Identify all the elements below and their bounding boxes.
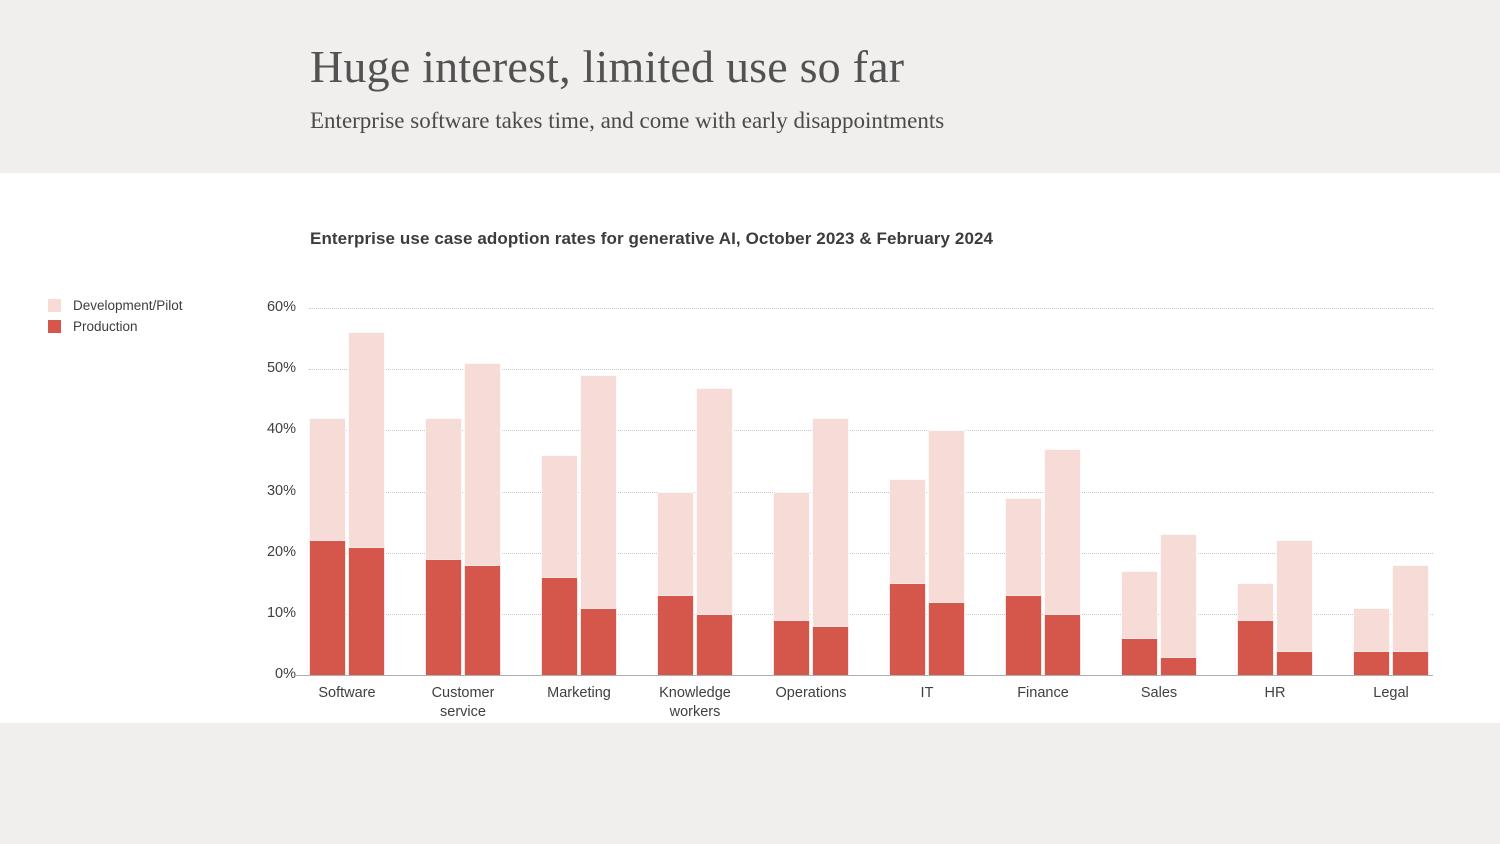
category-label-sales: Sales: [1140, 685, 1178, 701]
legend-swatch-production: [48, 320, 61, 333]
gridline-20: [309, 552, 1433, 554]
gridline-30: [309, 491, 1433, 493]
category-label-hr: HR: [1264, 685, 1286, 701]
segment-production: [425, 558, 462, 675]
segment-production: [309, 540, 346, 675]
legend-item-development-pilot: Development/Pilot: [48, 298, 183, 313]
category-label-it: IT: [920, 685, 934, 701]
category-label-operations: Operations: [775, 685, 847, 701]
footer-band: Source: Bain Benedict Evans –– July 2024…: [0, 723, 1500, 844]
slide-title: Huge interest, limited use so far: [310, 41, 905, 92]
legend-swatch-development-pilot: [48, 299, 61, 312]
category-label-customer-service: Customer service: [431, 685, 495, 720]
category-label-legal: Legal: [1373, 685, 1409, 701]
segment-production: [580, 607, 617, 675]
chart-legend: Development/Pilot Production: [48, 298, 183, 340]
gridline-40: [309, 430, 1433, 432]
bar-chart-plot-area: [296, 308, 1433, 676]
segment-production: [348, 546, 385, 675]
y-axis-tick-label: 60%: [266, 299, 296, 315]
segment-production: [1353, 650, 1390, 675]
segment-development-pilot: [1160, 534, 1197, 675]
legend-item-production: Production: [48, 319, 183, 334]
segment-production: [1044, 613, 1081, 675]
segment-production: [773, 619, 810, 675]
gridline-50: [309, 369, 1433, 371]
category-label-finance: Finance: [1017, 685, 1069, 701]
segment-production: [464, 564, 501, 675]
gridline-60: [309, 308, 1433, 309]
segment-production: [541, 577, 578, 675]
segment-production: [889, 583, 926, 675]
category-label-software: Software: [318, 685, 376, 701]
segment-production: [1237, 619, 1274, 675]
segment-production: [812, 626, 849, 675]
chart-title: Enterprise use case adoption rates for g…: [310, 229, 994, 248]
slide-subtitle: Enterprise software takes time, and come…: [310, 108, 945, 133]
y-axis-tick-label: 30%: [266, 482, 296, 499]
legend-label-development-pilot: Development/Pilot: [73, 298, 183, 313]
segment-production: [696, 613, 733, 675]
segment-production: [1121, 638, 1158, 675]
y-axis-tick-label: 0%: [275, 666, 296, 682]
legend-label-production: Production: [73, 319, 138, 334]
segment-production: [1005, 595, 1042, 675]
y-axis-tick-label: 10%: [266, 604, 296, 621]
header-band: Huge interest, limited use so far Enterp…: [0, 0, 1500, 173]
x-axis-line: [296, 675, 1433, 676]
segment-production: [1160, 656, 1197, 675]
gridline-10: [309, 613, 1433, 615]
segment-production: [1392, 650, 1429, 675]
segment-production: [928, 601, 965, 675]
y-axis-tick-label: 40%: [266, 421, 296, 438]
category-label-marketing: Marketing: [547, 685, 611, 701]
y-axis-tick-label: 20%: [266, 543, 296, 560]
y-axis-tick-label: 50%: [266, 360, 296, 377]
category-label-knowledge-workers: Knowledge workers: [659, 685, 731, 720]
segment-production: [1276, 650, 1313, 675]
segment-production: [657, 595, 694, 675]
